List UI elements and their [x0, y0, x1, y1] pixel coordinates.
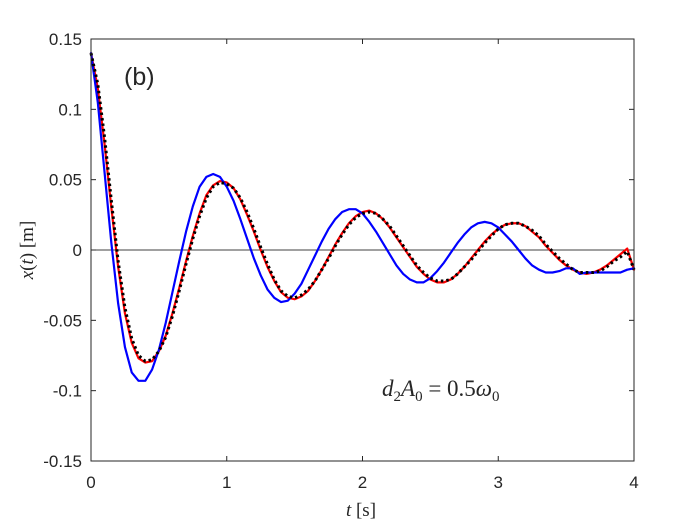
y-tick-label: 0.15 [49, 30, 82, 49]
equation-annotation: d2A0 = 0.5ω0 [382, 376, 500, 405]
series-line-3 [89, 52, 636, 363]
y-tick-label: -0.15 [43, 452, 82, 471]
y-tick-label: 0 [73, 241, 82, 260]
x-tick-label: 4 [629, 473, 638, 492]
x-tick-label: 3 [494, 473, 503, 492]
x-tick-label: 0 [86, 473, 95, 492]
x-axis: 0 1 2 3 4 [86, 39, 639, 492]
y-tick-label: -0.05 [43, 311, 82, 330]
y-axis-label: x(t) [m] [17, 221, 38, 281]
series-layer [89, 51, 636, 382]
x-tick-label: 1 [222, 473, 231, 492]
y-axis: -0.15 -0.1 -0.05 0 0.05 0.1 0.15 [43, 30, 634, 471]
x-tick-label: 2 [358, 473, 367, 492]
y-tick-label: 0.05 [49, 171, 82, 190]
y-tick-label: -0.1 [53, 382, 82, 401]
x-axis-label: t [s] [346, 500, 376, 521]
panel-label: (b) [124, 63, 155, 91]
y-tick-label: 0.1 [58, 100, 82, 119]
